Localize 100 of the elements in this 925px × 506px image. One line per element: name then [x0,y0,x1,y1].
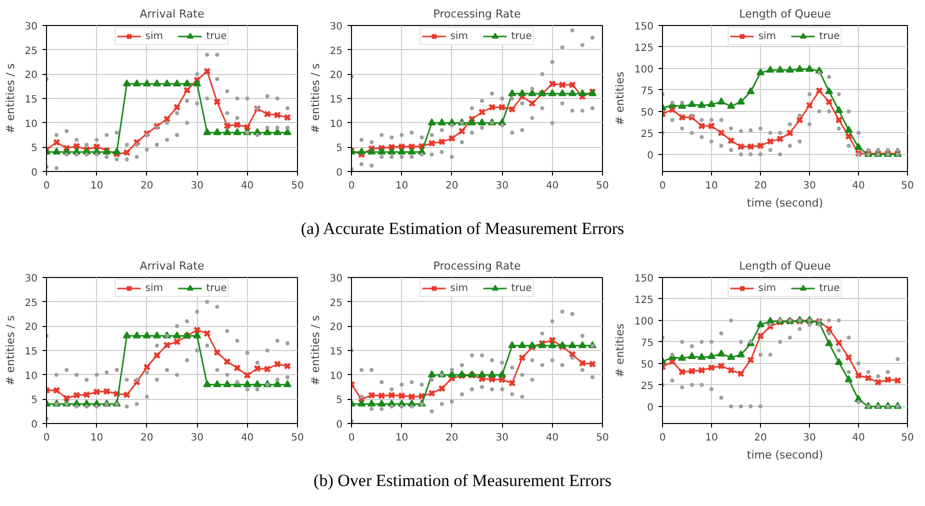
x-axis-title: time (second) [746,196,824,210]
x-tick-label: 20 [446,432,458,444]
y-tick-label: 0 [647,150,654,162]
x-tick-label: 50 [291,180,304,192]
x-tick-label: 0 [659,432,666,444]
x-tick-label: 40 [546,180,559,192]
y-tick-label: 25 [24,46,38,57]
x-tick-label: 20 [140,180,154,192]
y-tick-label: 20 [24,322,38,334]
y-tick-label: 0 [647,402,654,414]
x-tick-label: 10 [90,180,104,192]
y-tick-label: 0 [31,420,38,430]
legend-label: true [206,30,227,43]
y-tick-label: 10 [330,370,343,382]
x-tick-label: 10 [705,432,718,444]
y-tick-label: 100 [634,64,654,76]
y-tick-label: 100 [634,316,654,328]
x-tick-label: 30 [496,180,508,192]
x-tick-label: 0 [43,432,50,444]
y-tick-label: 125 [634,42,654,54]
legend-label: true [511,30,532,43]
y-axis-title: # entities / s [308,63,322,134]
y-tick-label: 5 [31,395,38,406]
chart-title: Processing Rate [433,8,521,20]
y-tick-label: 30 [330,22,343,32]
x-tick-label: 50 [901,432,914,444]
legend-label: true [206,282,227,295]
x-tick-label: 50 [596,432,609,444]
x-tick-label: 20 [754,180,767,192]
x-tick-label: 0 [348,180,355,192]
y-tick-label: 10 [24,118,38,130]
x-tick-label: 40 [240,432,254,444]
chart-title: Length of Queue [739,8,832,20]
x-axis-title: time (second) [746,448,824,462]
y-tick-label: 30 [330,274,343,284]
y-tick-label: 0 [31,168,38,178]
y-tick-label: 150 [634,274,654,284]
y-axis-title: # entities [613,71,626,126]
y-tick-label: 10 [24,370,38,382]
y-tick-label: 50 [640,359,654,370]
legend-label: true [819,282,840,295]
x-tick-label: 50 [901,180,914,192]
y-axis-title: # entities / s [308,315,322,386]
legend-label: sim [758,30,777,43]
y-tick-label: 75 [640,338,654,349]
x-tick-label: 50 [596,180,609,192]
chart-title: Arrival Rate [140,8,204,20]
y-tick-label: 30 [24,22,38,32]
y-tick-label: 5 [31,143,38,154]
y-tick-label: 25 [640,128,654,140]
y-tick-label: 25 [330,46,343,57]
legend-label: true [511,282,532,295]
y-tick-label: 50 [640,107,654,118]
y-tick-label: 30 [24,274,38,284]
y-tick-label: 15 [24,94,38,106]
legend-label: sim [450,30,469,43]
chart-title: Length of Queue [739,260,832,272]
chart-title: Arrival Rate [140,260,204,272]
y-tick-label: 0 [336,168,343,178]
x-tick-label: 20 [140,432,154,444]
y-tick-label: 15 [330,346,343,358]
y-tick-label: 10 [330,118,343,130]
chart-title: Processing Rate [433,260,521,272]
x-tick-label: 0 [43,180,50,192]
x-tick-label: 10 [705,180,718,192]
y-tick-label: 25 [24,298,38,309]
y-tick-label: 15 [330,94,343,106]
x-tick-label: 40 [852,180,865,192]
x-tick-label: 30 [496,432,508,444]
x-tick-label: 30 [190,180,204,192]
x-tick-label: 30 [803,432,816,444]
legend-label: sim [145,30,164,43]
x-tick-label: 10 [395,180,408,192]
legend-label: true [819,30,840,43]
x-tick-label: 10 [395,432,408,444]
y-tick-label: 25 [640,380,654,392]
y-axis-title: # entities / s [4,63,17,134]
x-tick-label: 0 [659,180,666,192]
legend-label: sim [145,282,164,295]
x-tick-label: 10 [90,432,104,444]
x-tick-label: 0 [348,432,355,444]
x-tick-label: 20 [446,180,458,192]
x-tick-label: 40 [546,432,559,444]
y-tick-label: 25 [330,298,343,309]
y-tick-label: 5 [336,395,343,406]
text: (a) Accurate Estimation of Measurement Errors [300,218,624,240]
x-tick-label: 50 [291,432,304,444]
x-tick-label: 40 [852,432,865,444]
x-tick-label: 30 [803,180,816,192]
y-tick-label: 20 [330,70,343,82]
y-tick-label: 125 [634,294,654,306]
y-axis-title: # entities / s [4,315,17,386]
y-tick-label: 15 [24,346,38,358]
y-tick-label: 20 [24,70,38,82]
y-tick-label: 0 [336,420,343,430]
y-axis-title: # entities [613,323,626,378]
x-tick-label: 30 [190,432,204,444]
x-tick-label: 40 [240,180,254,192]
y-tick-label: 5 [336,143,343,154]
y-tick-label: 75 [640,86,654,97]
